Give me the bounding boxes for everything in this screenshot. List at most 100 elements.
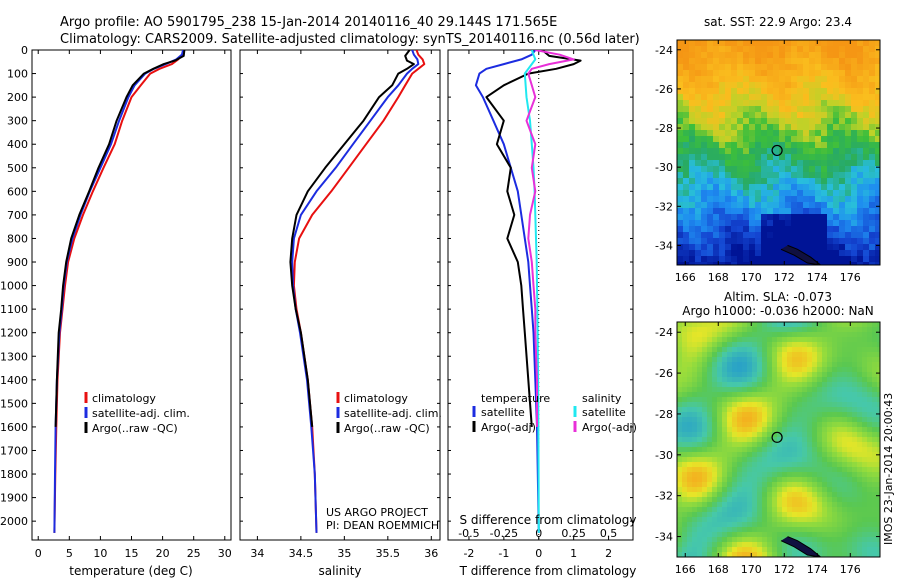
map-cell (743, 94, 750, 101)
map-cell (692, 507, 698, 513)
map-cell (837, 497, 843, 503)
map-cell (701, 166, 708, 173)
map-cell (707, 357, 713, 363)
map-cell (847, 462, 853, 468)
map-cell (702, 447, 708, 453)
map-cell (785, 196, 792, 203)
map-cell (803, 52, 810, 59)
map-cell (785, 124, 792, 131)
map-cell (845, 76, 852, 83)
map-cell (827, 184, 834, 191)
map-cell (707, 402, 713, 408)
map-cell (747, 412, 753, 418)
map-cell (732, 452, 738, 458)
map-cell (857, 352, 863, 358)
map-cell (827, 497, 833, 503)
map-cell (851, 118, 858, 125)
map-cell (682, 537, 688, 543)
map-cell (767, 522, 773, 528)
map-cell (707, 427, 713, 433)
map-cell (785, 70, 792, 77)
map-cell (862, 537, 868, 543)
map-cell (839, 166, 846, 173)
map-cell (817, 527, 823, 533)
map-cell (719, 190, 726, 197)
map-cell (779, 106, 786, 113)
map-cell (701, 52, 708, 59)
map-cell (743, 100, 750, 107)
map-cell (743, 118, 750, 125)
map-cell (707, 332, 713, 338)
map-cell (852, 327, 858, 333)
map-cell (797, 172, 804, 179)
map-cell (833, 130, 840, 137)
map-cell (761, 226, 768, 233)
lat-tick-label: -30 (655, 449, 673, 462)
map-cell (722, 532, 728, 538)
map-cell (725, 208, 732, 215)
map-cell (757, 462, 763, 468)
map-cell (852, 337, 858, 343)
map-cell (687, 502, 693, 508)
map-cell (863, 142, 870, 149)
map-cell (802, 492, 808, 498)
map-cell (863, 94, 870, 101)
map-cell (757, 542, 763, 548)
map-cell (842, 337, 848, 343)
map-cell (817, 512, 823, 518)
map-cell (785, 40, 792, 47)
map-cell (742, 502, 748, 508)
x-tick-label: 35 (337, 547, 351, 560)
map-cell (677, 432, 683, 438)
map-cell (677, 52, 684, 59)
map-cell (807, 392, 813, 398)
map-cell (809, 196, 816, 203)
map-cell (731, 58, 738, 65)
map-cell (862, 372, 868, 378)
map-cell (787, 497, 793, 503)
map-cell (752, 512, 758, 518)
map-cell (757, 357, 763, 363)
map-cell (832, 502, 838, 508)
map-cell (822, 432, 828, 438)
map-cell (677, 357, 683, 363)
map-cell (695, 184, 702, 191)
lon-tick-label: 176 (840, 563, 861, 576)
map-cell (747, 357, 753, 363)
map-cell (779, 118, 786, 125)
map-cell (717, 372, 723, 378)
map-cell (833, 184, 840, 191)
map-cell (847, 422, 853, 428)
series-line-argo (289, 50, 415, 427)
map-cell (689, 238, 696, 245)
map-cell (779, 64, 786, 71)
map-cell (851, 262, 858, 265)
map-cell (803, 58, 810, 65)
map-cell (757, 347, 763, 353)
map-cell (682, 532, 688, 538)
map-cell (809, 184, 816, 191)
map-cell (767, 452, 773, 458)
map-cell (752, 552, 758, 557)
map-cell (817, 497, 823, 503)
map-cell (701, 106, 708, 113)
map-cell (725, 160, 732, 167)
map-cell (717, 482, 723, 488)
map-cell (857, 166, 864, 173)
map-cell (797, 337, 803, 343)
map-cell (822, 347, 828, 353)
map-cell (722, 477, 728, 483)
map-cell (877, 322, 880, 328)
map-cell (842, 462, 848, 468)
map-cell (687, 477, 693, 483)
map-cell (877, 387, 880, 393)
map-cell (857, 387, 863, 393)
map-cell (777, 512, 783, 518)
map-cell (821, 40, 828, 47)
map-cell (757, 497, 763, 503)
map-cell (851, 244, 858, 251)
map-cell (862, 532, 868, 538)
map-cell (767, 130, 774, 137)
map-cell (832, 347, 838, 353)
map-cell (807, 502, 813, 508)
